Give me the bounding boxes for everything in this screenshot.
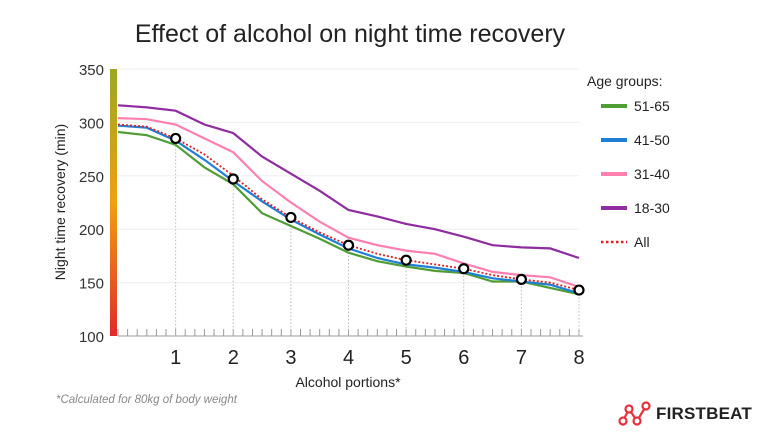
y-tick-label: 200 — [79, 222, 104, 239]
legend-label-51-65: 51-65 — [634, 98, 670, 114]
legend-label-18-30: 18-30 — [634, 200, 670, 216]
firstbeat-logo: FIRSTBEAT — [618, 400, 752, 428]
series-line-51-65 — [117, 130, 580, 296]
series-line-18-30 — [117, 104, 580, 260]
y-axis-label: Night time recovery (min) — [52, 124, 68, 280]
x-tick-label: 7 — [516, 347, 527, 369]
legend-label-41-50: 41-50 — [634, 132, 670, 148]
y-tick-label: 300 — [79, 115, 104, 132]
data-marker — [170, 132, 182, 145]
x-tick-label: 4 — [343, 347, 354, 369]
y-tick-label: 350 — [79, 62, 104, 79]
series-line-31-40 — [117, 117, 580, 288]
x-tick-label: 8 — [573, 347, 584, 369]
legend-label-All: All — [634, 234, 650, 250]
logo-text: FIRSTBEAT — [656, 404, 752, 423]
x-tick-label: 5 — [401, 347, 412, 369]
data-marker — [458, 263, 470, 275]
x-tick-label: 1 — [170, 347, 181, 369]
y-axis-color-bar — [110, 69, 117, 336]
legend-label-31-40: 31-40 — [634, 166, 670, 182]
data-marker — [227, 173, 239, 185]
firstbeat-logo-icon — [618, 401, 651, 426]
x-tick-label: 6 — [458, 347, 469, 369]
legend-title: Age groups: — [587, 73, 663, 89]
data-marker — [400, 254, 412, 266]
y-tick-label: 150 — [79, 276, 104, 293]
footnote: *Calculated for 80kg of body weight — [56, 394, 237, 406]
data-marker — [515, 273, 527, 285]
x-tick-label: 3 — [285, 347, 296, 369]
data-marker — [342, 239, 355, 251]
data-marker — [285, 211, 297, 224]
chart-title: Effect of alcohol on night time recovery — [134, 20, 566, 48]
y-tick-label: 250 — [79, 169, 104, 186]
y-tick-label: 100 — [79, 329, 104, 346]
x-axis-label: Alcohol portions* — [295, 374, 401, 390]
x-tick-label: 2 — [228, 347, 239, 369]
data-marker — [573, 284, 585, 296]
